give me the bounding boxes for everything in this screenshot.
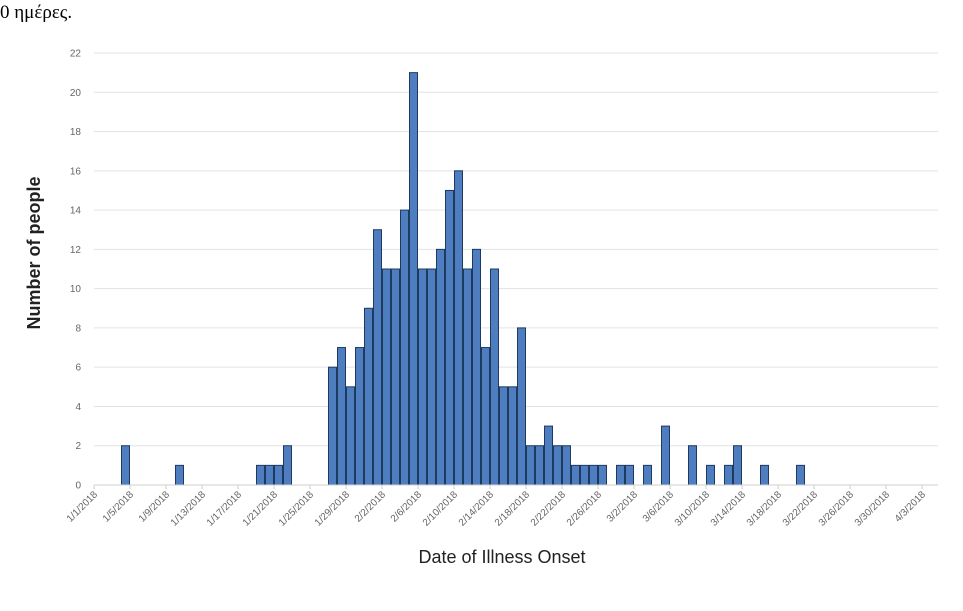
x-tick-label: 3/22/2018 bbox=[781, 489, 821, 529]
y-tick-labels: 0 2 4 6 8 10 12 14 16 18 20 22 bbox=[70, 49, 82, 492]
x-tick-label: 1/25/2018 bbox=[277, 489, 317, 529]
bar bbox=[517, 327, 526, 486]
bar bbox=[373, 229, 382, 486]
bar bbox=[382, 268, 391, 486]
x-tick-label: 1/9/2018 bbox=[137, 489, 173, 525]
bar bbox=[346, 386, 355, 486]
y-tick-label: 2 bbox=[75, 441, 81, 452]
bar bbox=[724, 464, 733, 486]
bar bbox=[454, 170, 463, 486]
bar bbox=[445, 189, 454, 486]
bar bbox=[571, 464, 580, 486]
y-tick-label: 6 bbox=[75, 363, 81, 374]
bar bbox=[274, 464, 283, 486]
y-tick-label: 16 bbox=[70, 166, 82, 177]
bar bbox=[598, 464, 607, 486]
bar bbox=[760, 464, 769, 486]
y-tick-label: 12 bbox=[70, 245, 82, 256]
bar bbox=[625, 464, 634, 486]
bar bbox=[364, 307, 373, 486]
bar bbox=[481, 347, 490, 486]
bar bbox=[463, 268, 472, 486]
bar bbox=[283, 445, 292, 486]
bar bbox=[643, 464, 652, 486]
bar bbox=[544, 425, 553, 486]
bar bbox=[418, 268, 427, 486]
x-tick-label: 2/14/2018 bbox=[457, 489, 497, 529]
bar bbox=[499, 386, 508, 486]
x-tick-label: 3/10/2018 bbox=[673, 489, 713, 529]
x-axis-title: Date of Illness Onset bbox=[418, 547, 585, 567]
x-tick-label: 1/1/2018 bbox=[65, 489, 101, 525]
y-tick-label: 4 bbox=[75, 402, 81, 413]
bar bbox=[436, 248, 445, 486]
x-tick-label: 1/21/2018 bbox=[241, 489, 281, 529]
x-tick-label: 2/10/2018 bbox=[421, 489, 461, 529]
bar bbox=[490, 268, 499, 486]
x-tick-label: 2/6/2018 bbox=[389, 489, 425, 525]
y-tick-label: 22 bbox=[70, 49, 82, 60]
y-tick-label: 10 bbox=[70, 284, 82, 295]
bar bbox=[535, 445, 544, 486]
bar bbox=[472, 248, 481, 486]
x-tick-label: 2/2/2018 bbox=[353, 489, 389, 525]
x-tick-label: 1/5/2018 bbox=[101, 489, 137, 525]
bar bbox=[553, 445, 562, 486]
bar bbox=[121, 445, 130, 486]
bar bbox=[355, 347, 364, 486]
x-tick-label: 3/14/2018 bbox=[709, 489, 749, 529]
y-axis-title: Number of people bbox=[24, 176, 44, 329]
y-tick-label: 20 bbox=[70, 88, 82, 99]
x-tick-label: 3/6/2018 bbox=[641, 489, 677, 525]
x-tick-label: 4/3/2018 bbox=[893, 489, 929, 525]
bar bbox=[508, 386, 517, 486]
bar bbox=[328, 366, 337, 486]
bar bbox=[796, 464, 805, 486]
bar bbox=[733, 445, 742, 486]
x-tick-label: 1/29/2018 bbox=[313, 489, 353, 529]
x-tick-label: 1/13/2018 bbox=[169, 489, 209, 529]
x-tick-label: 2/26/2018 bbox=[565, 489, 605, 529]
bar bbox=[616, 464, 625, 486]
bar bbox=[427, 268, 436, 486]
x-tick-label: 3/18/2018 bbox=[745, 489, 785, 529]
bar bbox=[589, 464, 598, 486]
bar bbox=[661, 425, 670, 486]
bar bbox=[409, 72, 418, 486]
bar bbox=[256, 464, 265, 486]
y-tick-label: 0 bbox=[75, 481, 81, 492]
bars bbox=[121, 72, 805, 486]
x-tick-label: 3/26/2018 bbox=[817, 489, 857, 529]
y-tick-label: 18 bbox=[70, 127, 82, 138]
bar bbox=[562, 445, 571, 486]
bar bbox=[391, 268, 400, 486]
y-tick-label: 14 bbox=[70, 206, 82, 217]
bar bbox=[580, 464, 589, 486]
x-tick-label: 2/18/2018 bbox=[493, 489, 533, 529]
bar bbox=[175, 464, 184, 486]
x-tick-label: 2/22/2018 bbox=[529, 489, 569, 529]
caption-fragment: 0 ημέρες. bbox=[0, 2, 73, 23]
bar bbox=[265, 464, 274, 486]
y-tick-label: 8 bbox=[75, 323, 81, 334]
bar bbox=[688, 445, 697, 486]
x-tick-label: 1/17/2018 bbox=[205, 489, 245, 529]
x-tick-label: 3/2/2018 bbox=[605, 489, 641, 525]
bar bbox=[337, 347, 346, 486]
x-tick-label: 3/30/2018 bbox=[853, 489, 893, 529]
bar bbox=[526, 445, 535, 486]
bar bbox=[706, 464, 715, 486]
x-tick-labels: 1/1/2018 1/5/2018 1/9/20181/13/20181/17/20… bbox=[65, 485, 929, 529]
bar bbox=[400, 209, 409, 486]
